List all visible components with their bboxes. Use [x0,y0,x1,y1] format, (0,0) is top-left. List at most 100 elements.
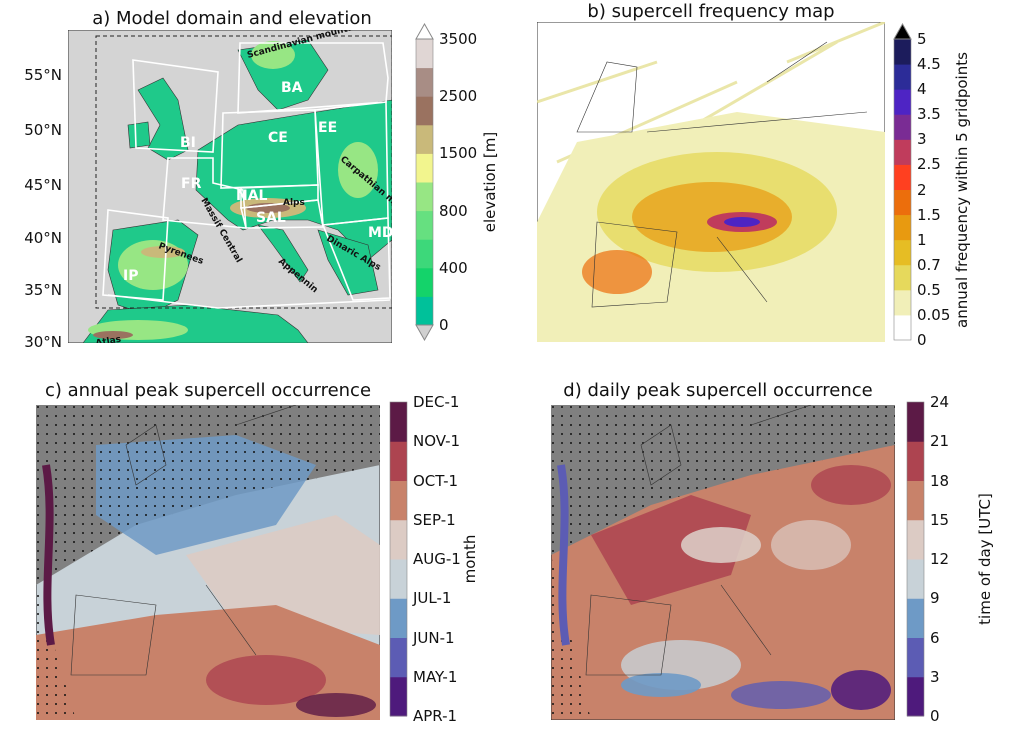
colorbar-tick-label: JUN-1 [413,628,455,647]
colorbar-tick-label: NOV-1 [413,432,461,451]
colorbar-segment [390,676,407,717]
colorbar-segment [907,637,924,678]
colorbar-tick-label: SEP-1 [413,510,456,529]
atlas-highland [93,331,133,339]
colorbar-tick-label: 2.5 [917,155,941,174]
colorbar-tick-label: 0.5 [917,280,941,299]
colorbar-tick-label: 3500 [439,30,478,48]
colorbar-segment [416,39,433,69]
colorbar-segment [894,239,911,266]
colorbar-label: month [461,534,479,584]
region-label: FR [181,176,202,192]
colorbar-segment [416,96,433,126]
colorbar-segment [894,39,911,65]
colorbar-tick-label: 5 [917,30,927,48]
colorbar-segment [390,598,407,638]
latitude-label: 50°N [24,121,62,139]
colorbar-tick-label: OCT-1 [413,471,459,490]
region-label: BA [281,80,303,96]
colorbar-tick-label: 0 [439,316,449,334]
colorbar-segment [390,402,407,442]
colorbar-segment [416,182,433,212]
region-md-box [321,217,391,301]
colorbar-tick-label: 1.5 [917,205,941,224]
colorbar-segment [894,164,911,190]
colorbar-label: time of day [UTC] [976,493,994,625]
latitude-label: 45°N [24,176,62,194]
colorbar-segment [416,153,433,183]
colorbar-tick-label: AUG-1 [413,550,461,568]
colorbar-segment [894,264,911,291]
iberia-hotspot [582,250,652,294]
region-label: SAL [256,210,286,226]
panel-d-title: d) daily peak supercell occurrence [563,380,873,401]
region-label: IP [123,268,138,284]
colorbar-tick-label: APR-1 [413,707,458,725]
land-italy [257,224,309,283]
colorbar-tick-label: 15 [930,510,950,529]
colorbar-segment [907,519,924,560]
annual-peak-map [36,405,380,720]
latitude-label: 35°N [24,281,62,299]
colorbar-tick-label: 24 [930,393,950,411]
colorbar-segment [894,214,911,241]
colorbar-segment [416,296,433,326]
colorbar-segment [416,267,433,297]
panel-a-title: a) Model domain and elevation [92,8,372,29]
latitude-label: 30°N [24,333,62,351]
daily-peak-map [551,405,895,720]
c-colorbar [389,401,408,717]
colorbar-segment [390,637,407,678]
coastlines [576,41,868,308]
region-label: CE [268,130,288,146]
panel-b-title: b) supercell frequency map [587,1,835,22]
colorbar-tick-label: MAY-1 [413,667,458,686]
colorbar-segment [416,67,433,97]
latitude-label: 55°N [24,66,62,84]
colorbar-tick-label: 0 [930,707,940,725]
colorbar-tick-label: 0.7 [917,255,941,274]
colorbar-extend-min-arrow [415,324,434,342]
colorbar-tick-label: 0 [917,331,927,349]
geographic-feature-label: Atlas [95,335,122,343]
carpathian-highland [338,142,378,198]
geographic-feature-label: Alps [283,198,305,208]
colorbar-tick-label: 4.5 [917,55,941,74]
colorbar-tick-label: 3 [930,667,940,686]
colorbar-extend-max-arrow [893,23,912,40]
colorbar-tick-label: 4 [917,80,927,99]
colorbar-tick-label: 18 [930,471,950,490]
region-label: NAL [236,188,268,204]
colorbar-segment [907,559,924,599]
colorbar-segment [416,124,433,154]
colorbar-tick-label: JUL-1 [413,589,452,608]
region-ip-box [102,209,391,309]
land-ireland [127,121,151,149]
latitude-label: 40°N [24,229,62,247]
colorbar-tick-label: 2 [917,180,927,199]
colorbar-label: elevation [m] [481,131,499,233]
region-bi-box [132,59,219,153]
colorbar-segment [894,89,911,115]
colorbar-segment [907,402,924,442]
model-domain-box [95,35,392,309]
colorbar-segment [894,189,911,216]
colorbar-tick-label: 1500 [439,144,478,163]
region-label: MD [368,225,392,241]
colorbar-tick-label: DEC-1 [413,393,460,411]
colorbar-segment [907,480,924,521]
colorbar-tick-label: 1 [917,230,927,249]
land-balkans [317,229,379,296]
colorbar-tick-label: 400 [439,258,468,277]
colorbar-label: annual frequency within 5 gridpoints [953,51,971,328]
colorbar-tick-label: 3 [917,130,927,149]
b-colorbar [893,23,912,341]
colorbar-extend-max-arrow [415,23,434,40]
colorbar-segment [390,519,407,560]
colorbar-segment [894,64,911,90]
coastlines [585,405,812,676]
elevation-highlands [88,41,378,340]
colorbar-segment [390,441,407,481]
region-label: EE [318,120,337,136]
colorbar-tick-label: 0.05 [917,305,951,324]
